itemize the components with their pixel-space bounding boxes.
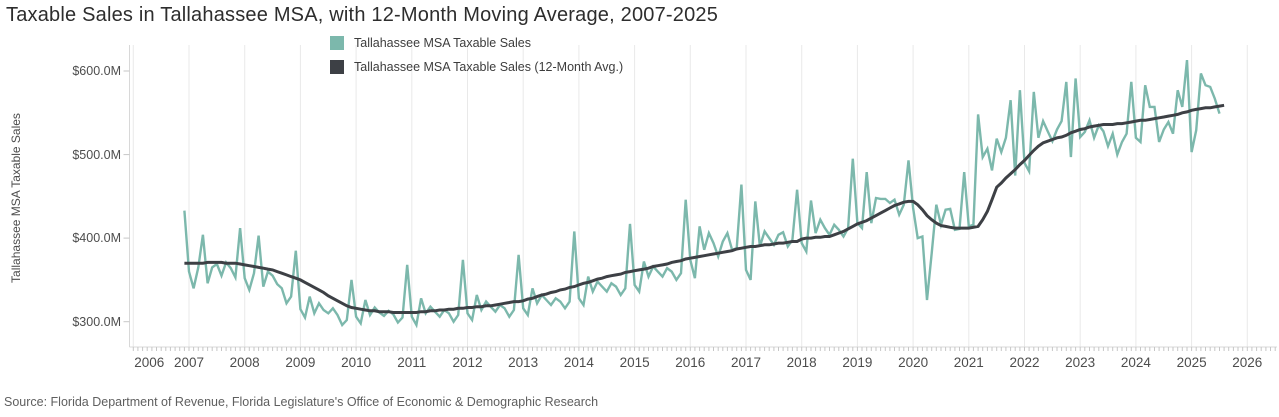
chart-title: Taxable Sales in Tallahassee MSA, with 1… — [6, 4, 719, 26]
x-tick-label: 2013 — [508, 355, 539, 370]
y-tick-label: $500.0M — [72, 147, 121, 162]
x-tick-label: 2019 — [842, 355, 873, 370]
x-tick-label: 2012 — [452, 355, 483, 370]
x-tick-label: 2025 — [1176, 355, 1207, 370]
x-tick-label: 2016 — [675, 355, 706, 370]
x-tick-label: 2017 — [730, 355, 762, 370]
x-tick-label: 2008 — [229, 355, 260, 370]
legend-label-moving-average: Tallahassee MSA Taxable Sales (12-Month … — [354, 60, 624, 74]
legend-swatch-dark-icon — [330, 60, 344, 74]
y-tick-label: $300.0M — [72, 314, 121, 329]
x-tick-label: 2026 — [1232, 355, 1263, 370]
legend-swatch-teal-icon — [330, 36, 344, 50]
x-tick-label: 2014 — [563, 355, 594, 370]
x-tick-label: 2011 — [397, 355, 427, 370]
series-line-moving-average — [184, 103, 1225, 314]
x-tick-label: 2024 — [1120, 355, 1151, 370]
series-line-taxable-sales — [183, 59, 1221, 329]
x-tick-label: 2023 — [1065, 355, 1096, 370]
x-tick-label: 2006 — [134, 355, 165, 370]
x-tick-label: 2020 — [898, 355, 929, 370]
x-tick-label: 2007 — [173, 355, 205, 370]
y-tick-label: $400.0M — [72, 231, 121, 246]
x-tick-label: 2022 — [1009, 355, 1040, 370]
x-tick-label: 2010 — [341, 355, 372, 370]
legend: Tallahassee MSA Taxable Sales Tallahasse… — [330, 36, 623, 84]
x-tick-label: 2015 — [619, 355, 650, 370]
y-axis-title: Tallahassee MSA Taxable Sales — [9, 113, 23, 283]
x-tick-label: 2018 — [786, 355, 817, 370]
x-tick-label: 2021 — [953, 355, 984, 370]
source-note: Source: Florida Department of Revenue, F… — [4, 395, 599, 409]
legend-item-taxable-sales[interactable]: Tallahassee MSA Taxable Sales — [330, 36, 623, 50]
x-tick-label: 2009 — [285, 355, 316, 370]
legend-label-taxable-sales: Tallahassee MSA Taxable Sales — [354, 36, 531, 50]
y-tick-label: $600.0M — [72, 63, 121, 78]
legend-item-moving-average[interactable]: Tallahassee MSA Taxable Sales (12-Month … — [330, 60, 623, 74]
